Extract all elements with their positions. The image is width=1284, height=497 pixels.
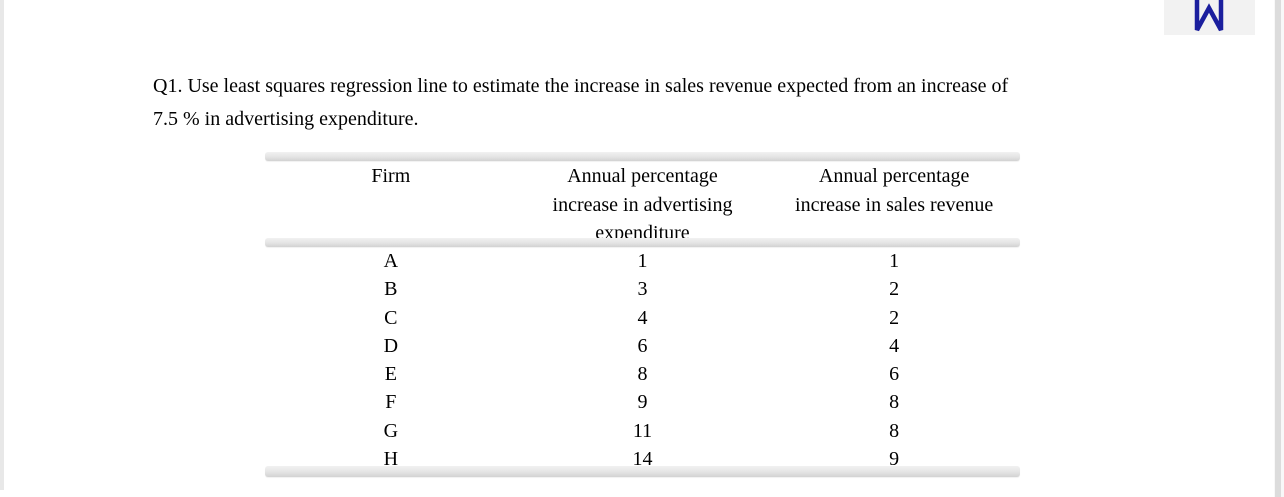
data-table: Firm Annual percentage increase in adver… [265, 152, 1020, 482]
table-body: A 1 1 B 3 2 C 4 2 D 6 4 E 8 6 F 9 8 [265, 247, 1020, 473]
advertising-cell: 9 [637, 391, 648, 414]
firm-cell: B [384, 278, 398, 301]
table-row: H 14 9 [265, 445, 1020, 473]
table-header-rule [265, 238, 1020, 247]
firm-cell: G [383, 419, 399, 442]
table-row: E 8 6 [265, 360, 1020, 388]
table-top-rule [265, 152, 1020, 161]
advertising-cell: 11 [632, 419, 653, 442]
advertising-cell: 8 [637, 363, 648, 386]
table-bottom-rule [265, 466, 1020, 477]
bookmark-icon [1194, 0, 1224, 32]
sales-cell: 9 [889, 448, 900, 471]
sales-cell: 8 [889, 419, 900, 442]
advertising-cell: 4 [637, 306, 648, 329]
table-header-sales: Annual percentage increase in sales reve… [795, 165, 994, 216]
page-left-edge [0, 0, 4, 490]
scrollbar-thumb[interactable] [1275, 0, 1281, 497]
bookmark-button[interactable] [1164, 0, 1255, 35]
table-header-advertising: Annual percentage increase in advertisin… [552, 165, 733, 245]
advertising-cell: 6 [637, 334, 648, 357]
advertising-cell: 1 [637, 250, 648, 272]
question-text: Q1. Use least squares regression line to… [153, 75, 1009, 130]
sales-cell: 1 [889, 250, 900, 272]
firm-cell: H [383, 448, 399, 471]
table-row: B 3 2 [265, 275, 1020, 303]
sales-cell: 8 [889, 391, 900, 414]
sales-cell: 2 [889, 278, 900, 301]
table-header-firm: Firm [371, 165, 411, 187]
firm-cell: E [384, 363, 397, 386]
advertising-cell: 3 [637, 278, 648, 301]
table-header-row: Firm Annual percentage increase in adver… [265, 162, 1020, 248]
sales-cell: 2 [889, 306, 900, 329]
firm-cell: D [383, 334, 399, 357]
sales-cell: 4 [889, 334, 900, 357]
table-row: G 11 8 [265, 417, 1020, 445]
table-row: F 9 8 [265, 388, 1020, 416]
table-row: C 4 2 [265, 304, 1020, 332]
firm-cell: A [383, 250, 399, 272]
advertising-cell: 14 [632, 448, 653, 471]
firm-cell: F [385, 391, 397, 414]
sales-cell: 6 [889, 363, 900, 386]
firm-cell: C [384, 306, 398, 329]
table-row: A 1 1 [265, 247, 1020, 275]
table-row: D 6 4 [265, 332, 1020, 360]
